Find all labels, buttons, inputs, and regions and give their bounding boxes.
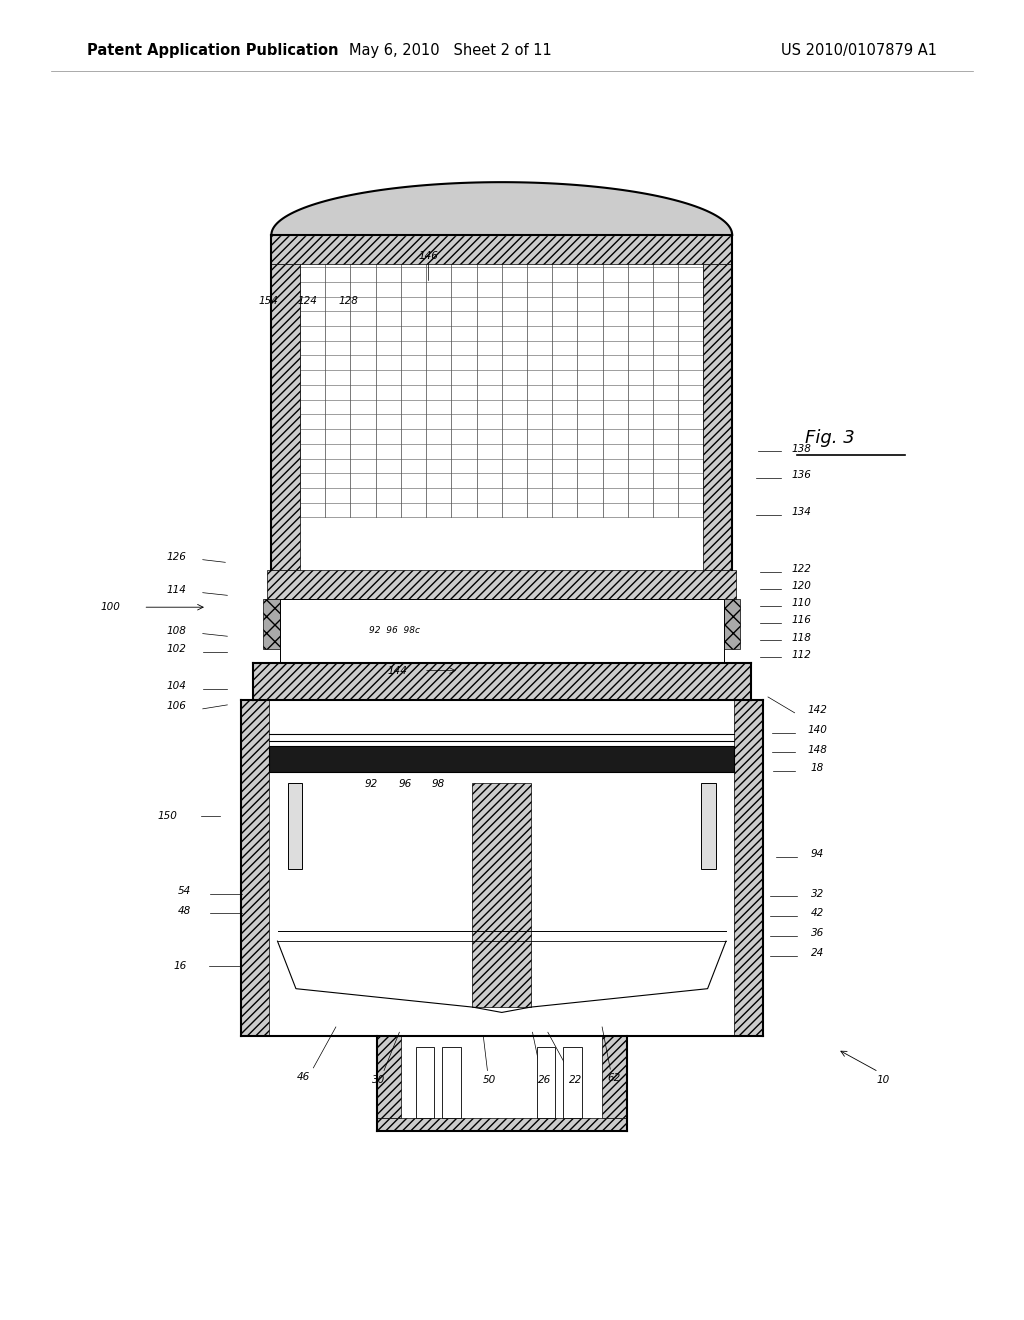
Bar (280, 599, 724, 663)
Text: 36: 36 (811, 928, 823, 939)
Text: 30: 30 (373, 1074, 385, 1085)
Text: 18: 18 (811, 763, 823, 774)
Text: 92: 92 (365, 779, 377, 789)
Text: 126: 126 (166, 552, 186, 562)
Text: 100: 100 (100, 602, 121, 612)
Text: 142: 142 (807, 705, 827, 715)
Text: 96: 96 (399, 779, 412, 789)
Text: 98: 98 (432, 779, 444, 789)
Bar (734, 700, 763, 1036)
Bar (241, 700, 269, 1036)
Text: 108: 108 (166, 626, 186, 636)
Text: 112: 112 (792, 649, 812, 660)
Bar (269, 746, 734, 772)
Text: 140: 140 (807, 725, 827, 735)
Text: Fig. 3: Fig. 3 (805, 429, 855, 447)
Text: 136: 136 (792, 470, 812, 480)
Text: 134: 134 (792, 507, 812, 517)
Bar (253, 663, 751, 700)
Text: 46: 46 (297, 1072, 309, 1082)
Bar (288, 783, 302, 869)
Text: 50: 50 (483, 1074, 496, 1085)
Bar (537, 1047, 555, 1118)
Bar (377, 1036, 401, 1118)
Text: 150: 150 (158, 810, 178, 821)
Bar (563, 1047, 582, 1118)
Text: 42: 42 (811, 908, 823, 919)
Bar (703, 264, 732, 570)
Text: 26: 26 (539, 1074, 551, 1085)
Text: 114: 114 (166, 585, 186, 595)
Text: 144: 144 (387, 665, 408, 676)
Bar (377, 1118, 627, 1131)
Bar (472, 783, 531, 1007)
Text: 128: 128 (338, 296, 358, 306)
Bar (701, 599, 740, 649)
Text: 120: 120 (792, 581, 812, 591)
Text: Patent Application Publication: Patent Application Publication (87, 42, 339, 58)
Text: 154: 154 (258, 296, 279, 306)
Text: 104: 104 (166, 681, 186, 692)
Text: 62: 62 (608, 1073, 621, 1084)
Text: 124: 124 (297, 296, 317, 306)
Text: 116: 116 (792, 615, 812, 626)
Text: 94: 94 (811, 849, 823, 859)
Text: 92  96  98c: 92 96 98c (369, 627, 420, 635)
Text: 122: 122 (792, 564, 812, 574)
Text: 110: 110 (792, 598, 812, 609)
Text: 102: 102 (166, 644, 186, 655)
Text: 24: 24 (811, 948, 823, 958)
Text: 54: 54 (178, 886, 190, 896)
Text: 16: 16 (174, 961, 186, 972)
Text: 48: 48 (178, 906, 190, 916)
Bar (602, 1036, 627, 1118)
Bar (271, 264, 300, 570)
Bar (701, 783, 716, 869)
Bar (416, 1047, 434, 1118)
Text: May 6, 2010   Sheet 2 of 11: May 6, 2010 Sheet 2 of 11 (349, 42, 552, 58)
Text: 10: 10 (877, 1074, 889, 1085)
Text: 148: 148 (807, 744, 827, 755)
Text: US 2010/0107879 A1: US 2010/0107879 A1 (781, 42, 937, 58)
Text: 146: 146 (418, 251, 438, 261)
Bar (267, 570, 736, 599)
Bar (271, 235, 732, 264)
Text: 106: 106 (166, 701, 186, 711)
Text: 138: 138 (792, 444, 812, 454)
Bar (263, 599, 302, 649)
Text: 118: 118 (792, 632, 812, 643)
Text: 32: 32 (811, 888, 823, 899)
Text: 22: 22 (569, 1074, 582, 1085)
Bar (442, 1047, 461, 1118)
